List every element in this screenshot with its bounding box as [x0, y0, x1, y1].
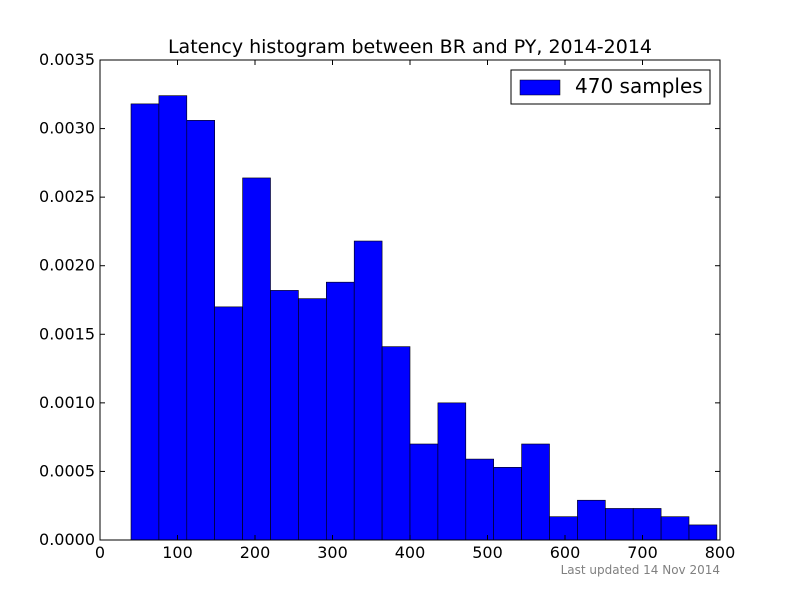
y-tick-label: 0.0015: [39, 324, 95, 343]
histogram-bar: [186, 120, 216, 541]
legend-swatch: [519, 79, 561, 96]
bars-layer: [130, 95, 718, 541]
histogram-bar: [437, 402, 467, 541]
histogram-bar: [493, 467, 522, 541]
chart-title: Latency histogram between BR and PY, 201…: [168, 36, 652, 58]
histogram-bar: [409, 443, 439, 541]
histogram-bar: [521, 443, 550, 541]
y-tick-label: 0.0020: [39, 256, 95, 275]
histogram-bar: [325, 281, 355, 541]
x-tick-label: 600: [550, 543, 581, 562]
histogram-bar: [604, 508, 634, 541]
x-tick-label: 0: [95, 543, 105, 562]
x-tick-label: 700: [627, 543, 658, 562]
histogram-bar: [214, 306, 243, 541]
histogram-bar: [577, 499, 606, 541]
ticks-layer: 0 100 200 300 400 500 600 700 800 0.0000 0.0005 0.0…: [39, 50, 735, 562]
histogram-bar: [381, 346, 411, 541]
histogram-bar: [632, 508, 662, 541]
histogram-bar: [465, 458, 494, 541]
x-tick-label: 500: [472, 543, 503, 562]
histogram-bar: [242, 177, 271, 541]
y-tick-label: 0.0005: [39, 461, 95, 480]
histogram-bar: [549, 516, 578, 541]
histogram-bar: [270, 290, 299, 541]
x-tick-label: 400: [395, 543, 426, 562]
histogram-bar: [130, 103, 160, 541]
y-tick-label: 0.0035: [39, 50, 95, 69]
histogram-bar: [660, 516, 690, 541]
y-tick-label: 0.0010: [39, 393, 95, 412]
histogram-bar: [688, 524, 718, 541]
histogram-bar: [353, 240, 383, 541]
x-tick-label: 100: [162, 543, 193, 562]
histogram-bar: [158, 95, 188, 541]
x-tick-label: 800: [705, 543, 736, 562]
plot-frame: [99, 59, 721, 541]
y-tick-label: 0.0030: [39, 119, 95, 138]
x-tick-label: 300: [317, 543, 348, 562]
x-tick-label: 200: [240, 543, 271, 562]
histogram-bar: [298, 298, 327, 541]
legend: 470 samples: [510, 69, 711, 105]
legend-label: 470 samples: [575, 74, 703, 98]
y-tick-label: 0.0025: [39, 187, 95, 206]
y-tick-label: 0.0000: [39, 530, 95, 549]
footnote-last-updated: Last updated 14 Nov 2014: [561, 563, 720, 577]
